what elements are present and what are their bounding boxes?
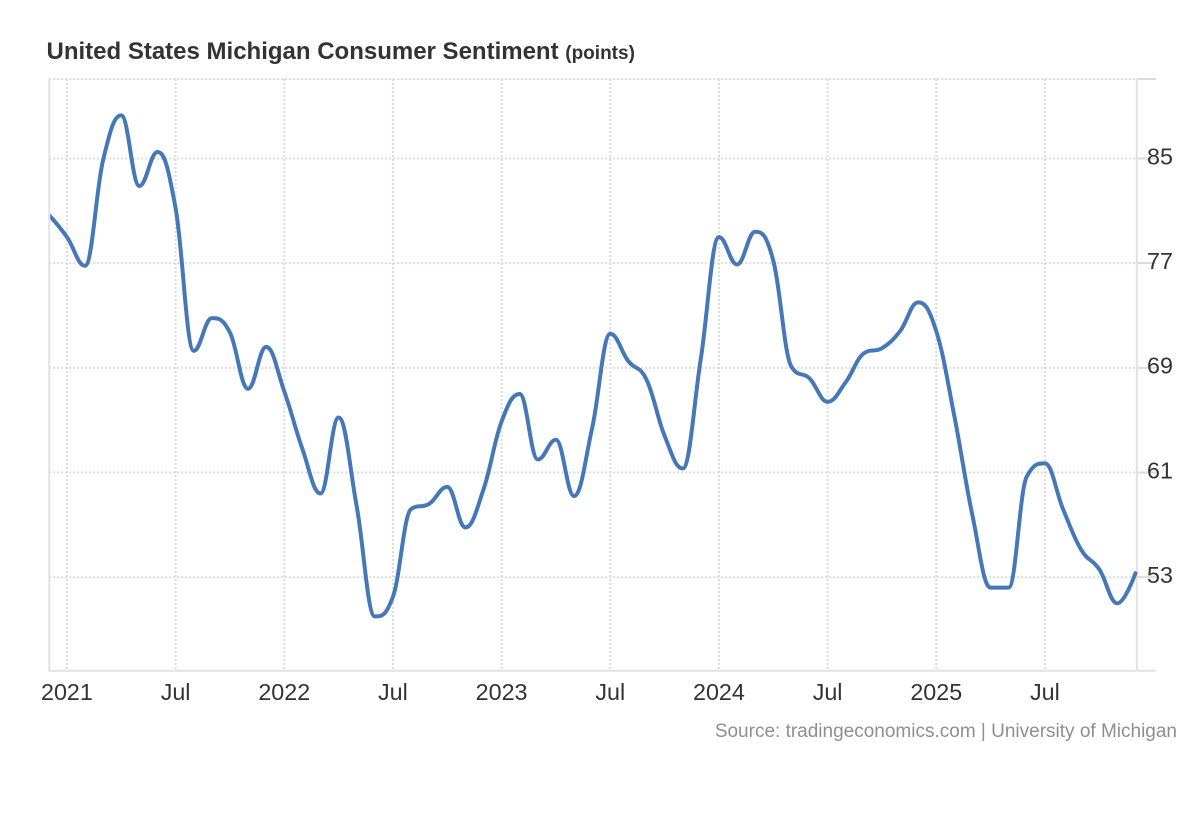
svg-text:2023: 2023: [476, 679, 528, 705]
svg-text:Source: tradingeconomics.com |: Source: tradingeconomics.com | Universit…: [715, 721, 1177, 742]
svg-text:Jul: Jul: [161, 679, 191, 705]
svg-text:United States Michigan Consume: United States Michigan Consumer Sentimen…: [47, 38, 635, 65]
svg-text:77: 77: [1147, 248, 1173, 274]
svg-text:2025: 2025: [910, 679, 962, 705]
svg-text:Jul: Jul: [813, 679, 843, 705]
svg-text:61: 61: [1147, 457, 1173, 483]
svg-text:Jul: Jul: [1030, 679, 1060, 705]
svg-text:Jul: Jul: [595, 679, 625, 705]
svg-text:69: 69: [1147, 353, 1173, 379]
svg-text:53: 53: [1147, 562, 1173, 588]
svg-text:2021: 2021: [41, 679, 93, 705]
svg-text:Jul: Jul: [378, 679, 408, 705]
svg-text:2024: 2024: [693, 679, 745, 705]
svg-text:85: 85: [1147, 143, 1173, 169]
svg-text:2022: 2022: [258, 679, 310, 705]
